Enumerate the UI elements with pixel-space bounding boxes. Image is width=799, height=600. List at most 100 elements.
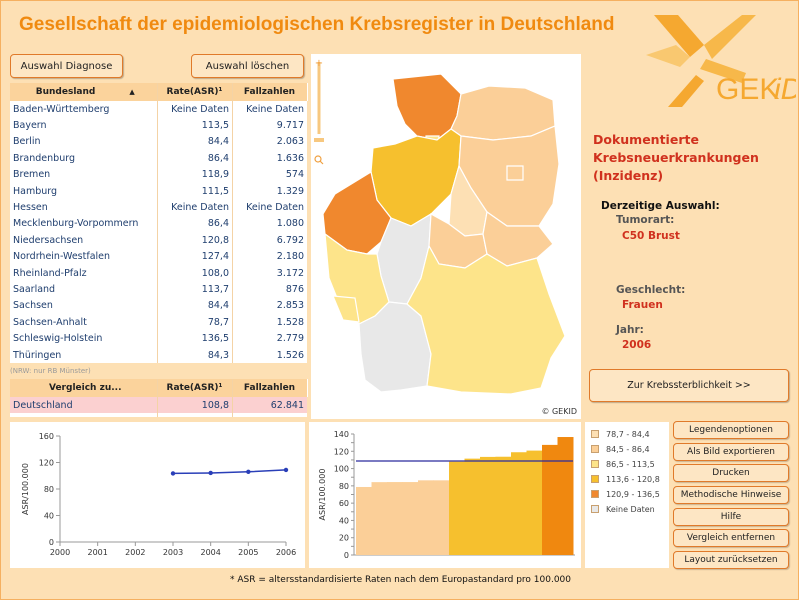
legend-label: Keine Daten [606, 504, 655, 514]
cases-cell: 2.779 [276, 333, 304, 345]
map-region-bayern[interactable] [406, 244, 566, 395]
x-tick-label: 2001 [87, 548, 107, 557]
logo-star-icon [646, 15, 756, 107]
action-button-hilfe[interactable]: Hilfe [673, 508, 789, 526]
bar [480, 456, 496, 555]
year-label: Jahr: [616, 324, 644, 336]
legend-label: 78,7 - 84,4 [606, 429, 650, 439]
auswahl-diagnose-button[interactable]: Auswahl Diagnose [10, 54, 123, 78]
table-row[interactable]: Berlin 84,4 2.063 [10, 134, 307, 150]
state-name-cell: Hamburg [13, 185, 58, 197]
cases-cell: 6.792 [276, 234, 304, 246]
bar [387, 482, 403, 555]
action-button-layout-zurücksetzen[interactable]: Layout zurücksetzen [673, 551, 789, 569]
table-row[interactable]: Brandenburg 86,4 1.636 [10, 150, 307, 166]
y-axis-label: ASR/100.000 [318, 469, 327, 521]
page-title: Gesellschaft der epidemiologischen Krebs… [19, 14, 615, 35]
y-tick-label: 0 [344, 551, 349, 560]
column-header-fallzahlen[interactable]: Fallzahlen [232, 83, 308, 101]
bar [356, 486, 372, 555]
legend-swatch [591, 490, 599, 498]
table-row[interactable]: Baden-Württemberg Keine Daten Keine Daten [10, 101, 307, 117]
table-row[interactable]: Sachsen-Anhalt 78,7 1.528 [10, 314, 307, 330]
cases-cell: 876 [285, 283, 304, 295]
table-row[interactable]: Sachsen 84,4 2.853 [10, 298, 307, 314]
rate-cell: 86,4 [207, 218, 229, 230]
compare-header-rate[interactable]: Rate(ASR)¹ [157, 379, 233, 397]
krebssterblichkeit-button[interactable]: Zur Krebssterblichkeit >> [589, 369, 789, 402]
table-row[interactable]: Bremen 118,9 574 [10, 167, 307, 183]
rate-cell: 127,4 [201, 251, 229, 263]
table-row[interactable]: Mecklenburg-Vorpommern 86,4 1.080 [10, 216, 307, 232]
state-name-cell: Rheinland-Pfalz [13, 267, 87, 279]
table-row[interactable]: Schleswig-Holstein 136,5 2.779 [10, 330, 307, 346]
compare-table: Vergleich zu... Rate(ASR)¹ Fallzahlen De… [10, 379, 308, 417]
rate-cell: 84,4 [207, 300, 229, 312]
bar [495, 456, 512, 555]
germany-map[interactable]: + [311, 54, 581, 419]
auswahl-loeschen-button[interactable]: Auswahl löschen [191, 54, 304, 78]
action-button-als-bild-exportieren[interactable]: Als Bild exportieren [673, 443, 789, 461]
compare-header-vergleich[interactable]: Vergleich zu... [10, 379, 158, 397]
rate-cell: 84,4 [207, 136, 229, 148]
table-row[interactable]: Bayern 113,5 9.717 [10, 117, 307, 133]
action-button-vergleich-entfernen[interactable]: Vergleich entfernen [673, 529, 789, 547]
table-row[interactable]: Thüringen 84,3 1.526 [10, 347, 307, 363]
gekid-logo: GEK iD [646, 15, 796, 107]
state-name-cell: Bayern [13, 120, 47, 132]
rate-cell: 111,5 [201, 185, 229, 197]
compare-cell-name: Deutschland [13, 399, 73, 411]
y-tick-label: 160 [39, 432, 54, 441]
table-row[interactable]: Nordrhein-Westfalen 127,4 2.180 [10, 249, 307, 265]
triangle-up-icon[interactable]: ▲ [129, 88, 135, 96]
table-row[interactable]: Niedersachsen 120,8 6.792 [10, 232, 307, 248]
state-name-cell: Nordrhein-Westfalen [13, 251, 111, 263]
state-name-cell: Sachsen-Anhalt [13, 316, 87, 328]
y-tick-label: 80 [339, 482, 349, 491]
action-button-methodische-hinweise[interactable]: Methodische Hinweise [673, 486, 789, 504]
state-name-cell: Niedersachsen [13, 234, 84, 246]
x-tick-label: 2006 [276, 548, 296, 557]
y-tick-label: 60 [339, 499, 349, 508]
compare-row-deutschland[interactable]: Deutschland 108,8 62.841 [10, 397, 307, 414]
bar-chart-panel: 0 20 40 60 80 100 120 140 ASR/100.000 [309, 422, 581, 568]
map-copyright: © GEKID [541, 407, 577, 416]
map-region-nordrhein-westfalen[interactable] [322, 171, 392, 255]
map-region-saarland[interactable] [332, 295, 360, 323]
y-tick-label: 40 [339, 516, 349, 525]
legend-swatch [591, 445, 599, 453]
y-tick-label: 120 [39, 459, 54, 468]
legend-swatch [591, 505, 599, 513]
cases-cell: 2.180 [276, 251, 304, 263]
table-row[interactable]: Hessen Keine Daten Keine Daten [10, 199, 307, 215]
legend-label: 113,6 - 120,8 [606, 474, 660, 484]
state-name-cell: Baden-Württemberg [13, 103, 110, 115]
line-chart-panel: 0 40 80 120 160 2000 2001 2002 2003 2004 2005 2006 A… [10, 422, 305, 568]
cases-cell: 1.526 [276, 349, 304, 361]
state-name-cell: Mecklenburg-Vorpommern [13, 218, 139, 230]
state-name-cell: Brandenburg [13, 152, 75, 164]
bar [557, 437, 574, 555]
action-button-drucken[interactable]: Drucken [673, 464, 789, 482]
state-name-cell: Schleswig-Holstein [13, 333, 103, 345]
compare-header-fallzahlen[interactable]: Fallzahlen [232, 379, 308, 397]
legend-item: 120,9 - 136,5 [591, 488, 660, 500]
bar [526, 450, 543, 555]
state-name-cell: Saarland [13, 283, 56, 295]
zoom-slider[interactable]: + [314, 58, 324, 165]
table-row[interactable]: Rheinland-Pfalz 108,0 3.172 [10, 265, 307, 281]
legend-label: 120,9 - 136,5 [606, 489, 660, 499]
rate-cell: 136,5 [201, 333, 229, 345]
column-header-rate[interactable]: Rate(ASR)¹ [157, 83, 233, 101]
map-region-berlin[interactable] [506, 165, 524, 181]
column-header-bundesland[interactable]: Bundesland ▲ [10, 83, 158, 101]
state-name-cell: Berlin [13, 136, 41, 148]
current-selection-label: Derzeitige Auswahl: [601, 200, 720, 212]
cases-cell: Keine Daten [246, 103, 304, 115]
action-button-legendenoptionen[interactable]: Legendenoptionen [673, 421, 789, 439]
table-row[interactable]: Saarland 113,7 876 [10, 281, 307, 297]
state-table: Bundesland ▲ Rate(ASR)¹ Fallzahlen Baden-… [10, 83, 308, 363]
table-row[interactable]: Hamburg 111,5 1.329 [10, 183, 307, 199]
y-tick-label: 100 [334, 465, 349, 474]
